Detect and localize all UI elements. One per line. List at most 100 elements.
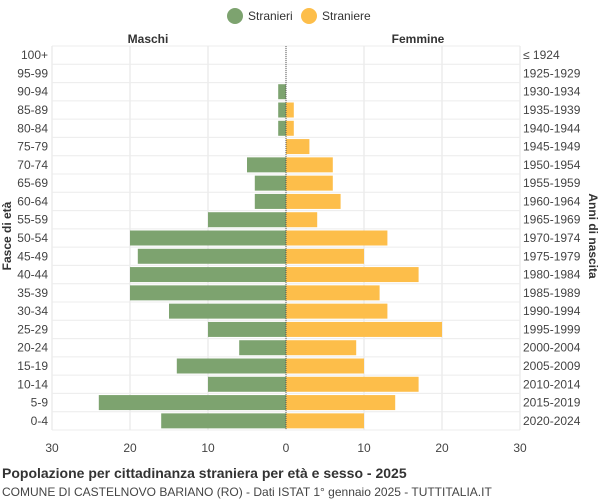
bar-stranieri-90-94 — [278, 84, 286, 100]
birth-year-label: 2010-2014 — [523, 377, 581, 391]
x-axis-ticks: 30 20 10 0 10 20 30 — [45, 441, 527, 455]
bar-straniere-25-29 — [286, 321, 442, 337]
bar-straniere-75-79 — [286, 139, 310, 155]
age-group-label: 45-49 — [17, 249, 48, 263]
y-axis-label-left: Fasce di età — [0, 201, 14, 270]
birth-year-label: 2000-2004 — [523, 341, 581, 355]
bars-group — [98, 46, 442, 430]
bar-stranieri-40-44 — [130, 267, 286, 283]
birth-year-label: 1990-1994 — [523, 304, 581, 318]
birth-year-label: 1960-1964 — [523, 194, 581, 208]
age-group-label: 50-54 — [17, 231, 48, 245]
bar-stranieri-50-54 — [130, 230, 286, 246]
age-group-label: 25-29 — [17, 322, 48, 336]
birth-year-label: ≤ 1924 — [523, 48, 560, 62]
x-tick-label: 30 — [45, 441, 59, 455]
bar-straniere-60-64 — [286, 193, 341, 209]
legend-item-straniere: Straniere — [301, 8, 371, 24]
birth-year-label: 1975-1979 — [523, 249, 581, 263]
bar-stranieri-60-64 — [254, 193, 286, 209]
bar-straniere-0-4 — [286, 413, 364, 429]
chart-legend: Stranieri Straniere — [227, 8, 371, 24]
bar-straniere-40-44 — [286, 267, 419, 283]
x-tick-label: 20 — [435, 441, 449, 455]
age-group-label: 85-89 — [17, 103, 48, 117]
x-tick-label: 30 — [513, 441, 527, 455]
bar-stranieri-0-4 — [161, 413, 286, 429]
bar-straniere-35-39 — [286, 285, 380, 301]
x-tick-label: 20 — [123, 441, 137, 455]
legend-label: Stranieri — [248, 9, 293, 23]
age-group-label: 80-84 — [17, 121, 48, 135]
birth-year-label: 1985-1989 — [523, 286, 581, 300]
age-group-label: 75-79 — [17, 140, 48, 154]
bar-stranieri-65-69 — [254, 175, 286, 191]
age-group-labels: 100+ 95-99 90-94 85-89 80-84 75-79 70-74 65-69 6… — [17, 48, 48, 428]
birth-year-label: 1940-1944 — [523, 121, 581, 135]
age-group-label: 0-4 — [31, 414, 49, 428]
birth-year-label: 1935-1939 — [523, 103, 581, 117]
age-group-label: 60-64 — [17, 194, 48, 208]
birth-year-label: 1945-1949 — [523, 140, 581, 154]
chart-title: Popolazione per cittadinanza straniera p… — [2, 465, 407, 481]
bar-stranieri-15-19 — [176, 358, 286, 374]
bar-straniere-15-19 — [286, 358, 364, 374]
birth-year-label: 1980-1984 — [523, 268, 581, 282]
legend-swatch — [301, 8, 317, 24]
bar-stranieri-20-24 — [239, 340, 286, 356]
birth-year-label: 1970-1974 — [523, 231, 581, 245]
bar-stranieri-70-74 — [247, 157, 286, 173]
age-group-label: 55-59 — [17, 213, 48, 227]
bar-straniere-70-74 — [286, 157, 333, 173]
bar-stranieri-85-89 — [278, 102, 286, 118]
age-group-label: 30-34 — [17, 304, 48, 318]
bar-straniere-80-84 — [286, 120, 294, 136]
birth-year-label: 2015-2019 — [523, 396, 581, 410]
legend-label: Straniere — [322, 9, 371, 23]
bar-stranieri-35-39 — [130, 285, 286, 301]
bar-straniere-20-24 — [286, 340, 357, 356]
bar-straniere-45-49 — [286, 248, 364, 264]
bar-stranieri-45-49 — [137, 248, 286, 264]
age-group-label: 20-24 — [17, 341, 48, 355]
bar-straniere-55-59 — [286, 212, 318, 228]
birth-year-label: 2005-2009 — [523, 359, 581, 373]
age-group-label: 5-9 — [31, 396, 49, 410]
x-tick-label: 10 — [201, 441, 215, 455]
bar-straniere-65-69 — [286, 175, 333, 191]
males-header: Maschi — [128, 32, 169, 46]
birth-year-labels: ≤ 1924 1925-1929 1930-1934 1935-1939 1940-19… — [523, 48, 581, 428]
bar-stranieri-5-9 — [98, 395, 286, 411]
chart-subtitle: COMUNE DI CASTELNOVO BARIANO (RO) - Dati… — [2, 485, 492, 499]
bar-straniere-5-9 — [286, 395, 396, 411]
age-group-label: 65-69 — [17, 176, 48, 190]
age-group-label: 35-39 — [17, 286, 48, 300]
age-group-label: 70-74 — [17, 158, 48, 172]
age-group-label: 10-14 — [17, 377, 48, 391]
birth-year-label: 1930-1934 — [523, 85, 581, 99]
age-group-label: 40-44 — [17, 268, 48, 282]
birth-year-label: 1925-1929 — [523, 66, 581, 80]
bar-stranieri-25-29 — [208, 321, 286, 337]
age-group-label: 95-99 — [17, 66, 48, 80]
bar-straniere-30-34 — [286, 303, 388, 319]
birth-year-label: 1950-1954 — [523, 158, 581, 172]
x-tick-label: 0 — [283, 441, 290, 455]
bar-stranieri-30-34 — [169, 303, 286, 319]
bar-straniere-10-14 — [286, 376, 419, 392]
age-group-label: 15-19 — [17, 359, 48, 373]
bar-straniere-50-54 — [286, 230, 388, 246]
legend-swatch — [227, 8, 243, 24]
x-tick-label: 10 — [357, 441, 371, 455]
y-axis-label-right: Anni di nascita — [586, 193, 600, 279]
birth-year-label: 2020-2024 — [523, 414, 581, 428]
legend-item-stranieri: Stranieri — [227, 8, 293, 24]
birth-year-label: 1965-1969 — [523, 213, 581, 227]
bar-stranieri-80-84 — [278, 120, 286, 136]
age-group-label: 90-94 — [17, 85, 48, 99]
birth-year-label: 1995-1999 — [523, 322, 581, 336]
bar-stranieri-10-14 — [208, 376, 286, 392]
bar-stranieri-55-59 — [208, 212, 286, 228]
bar-straniere-85-89 — [286, 102, 294, 118]
